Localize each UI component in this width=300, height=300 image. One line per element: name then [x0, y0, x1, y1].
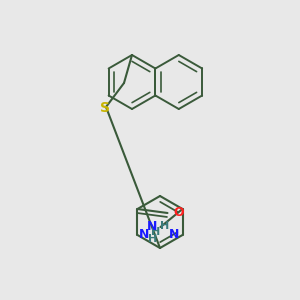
Text: N: N: [169, 227, 180, 241]
Text: N: N: [147, 220, 158, 232]
Text: S: S: [100, 101, 110, 115]
Text: H: H: [151, 227, 160, 237]
Text: N: N: [139, 227, 150, 241]
Text: O: O: [173, 206, 184, 220]
Text: H: H: [160, 221, 169, 231]
Text: H: H: [148, 234, 157, 244]
